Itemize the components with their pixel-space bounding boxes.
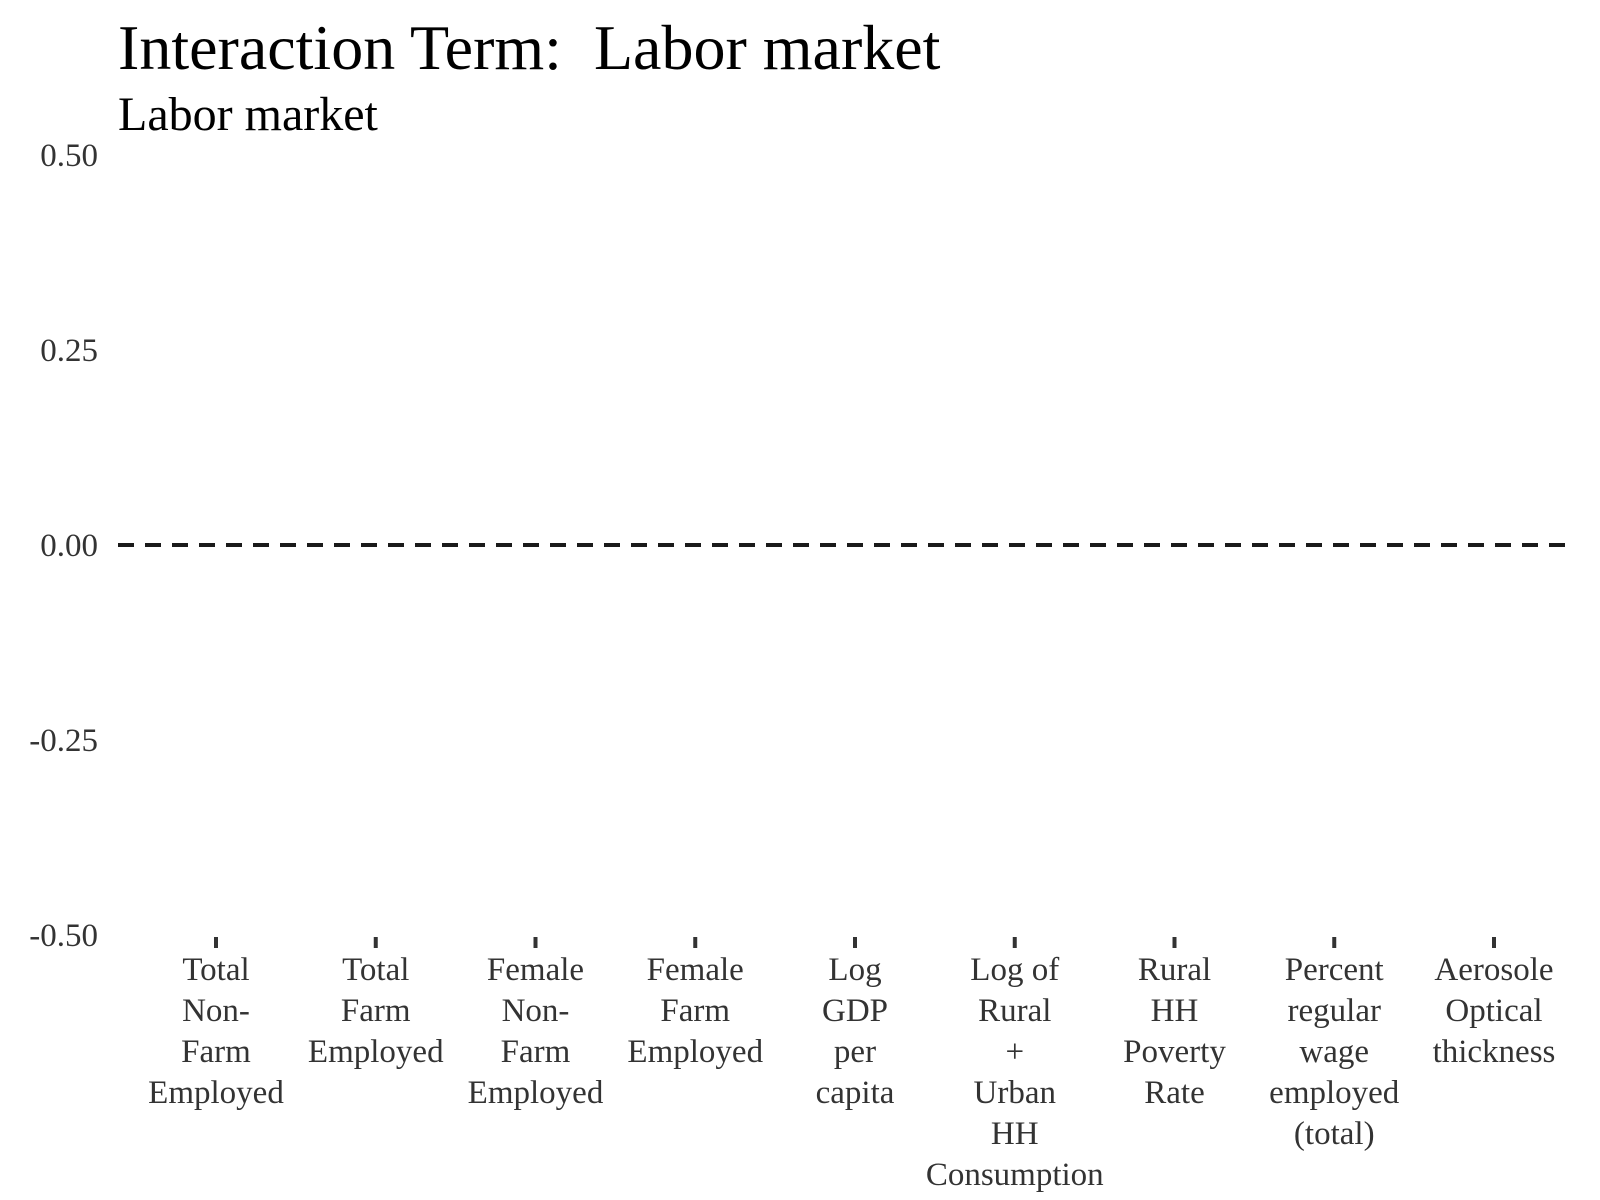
chart-title: Interaction Term: Labor market: [118, 12, 941, 83]
x-tick-label: Percent regular wage employed (total): [1269, 952, 1400, 1152]
y-tick-label: -0.50: [29, 918, 98, 954]
x-tick-label: Log of Rural + Urban HH Consumption: [926, 952, 1104, 1193]
chart-subtitle: Labor market: [118, 88, 378, 141]
x-tick-label: Log GDP per capita: [816, 952, 895, 1111]
x-tick-label: Female Farm Employed: [627, 952, 763, 1070]
y-tick-label: -0.25: [29, 723, 98, 759]
x-tick-label: Aerosole Optical thickness: [1433, 952, 1556, 1070]
x-tick-label: Rural HH Poverty Rate: [1123, 952, 1226, 1111]
y-tick-label: 0.50: [40, 138, 98, 174]
x-tick-label: Total Non-Farm Employed: [148, 952, 284, 1111]
y-tick-label: 0.00: [40, 528, 98, 564]
y-axis: 0.50 0.25 0.00 -0.25 -0.50: [29, 138, 98, 954]
x-tick-label: Female Non-Farm Employed: [468, 952, 604, 1111]
y-tick-label: 0.25: [40, 333, 98, 369]
x-tick-label: Total Farm Employed: [308, 952, 444, 1070]
